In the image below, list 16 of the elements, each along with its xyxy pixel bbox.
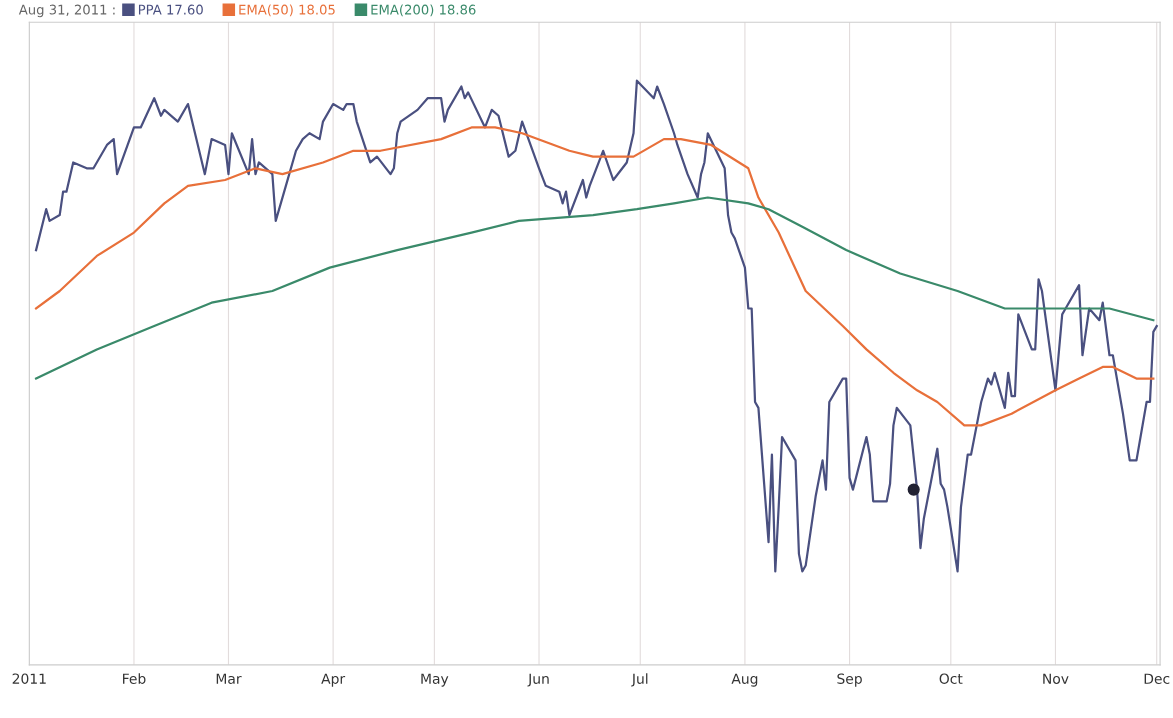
legend-label: PPA 17.60 bbox=[138, 4, 203, 15]
legend-label: EMA(50) 18.05 bbox=[239, 4, 335, 17]
x-tick-label: Mar bbox=[216, 673, 242, 684]
chart-title: Aug 31, 2011 : bbox=[18, 4, 115, 18]
x-tick-label: May bbox=[421, 673, 449, 687]
x-tick-label: 2011 bbox=[12, 673, 46, 684]
legend-label: EMA(200) 18.86 bbox=[371, 4, 476, 17]
x-tick-label: Feb bbox=[123, 673, 146, 684]
x-tick-label: Nov bbox=[1043, 673, 1069, 684]
x-tick-label: Aug bbox=[731, 673, 758, 687]
x-tick-label: Oct bbox=[939, 673, 963, 684]
x-tick-label: Dec bbox=[1144, 673, 1170, 684]
x-tick-label: Sep bbox=[837, 673, 862, 687]
x-tick-label: Apr bbox=[321, 673, 346, 687]
x-tick-label: Jun bbox=[527, 673, 549, 687]
x-tick-label: Jul bbox=[631, 673, 648, 687]
